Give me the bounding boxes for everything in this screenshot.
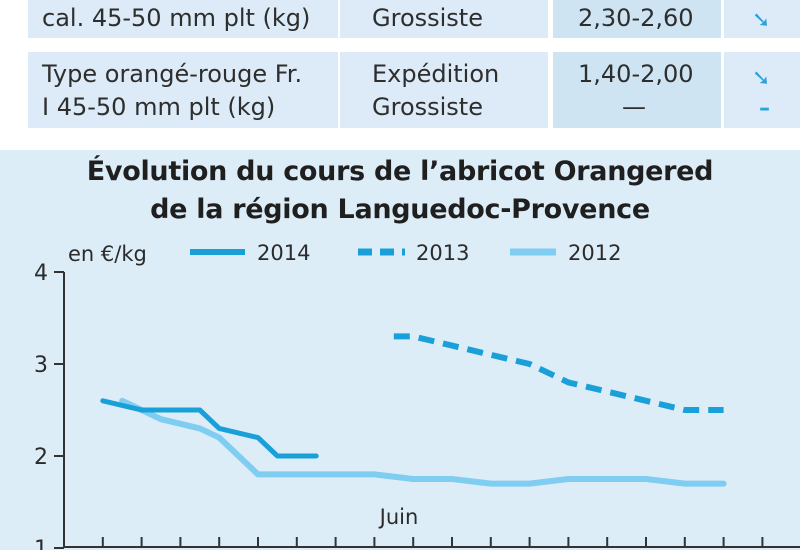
row1-label: cal. 45-50 mm plt (kg) bbox=[42, 4, 311, 32]
legend-label-2013: 2013 bbox=[416, 241, 469, 265]
row1-label-cell bbox=[28, 0, 338, 38]
row2-price-line1: 1,40-2,00 bbox=[578, 60, 694, 88]
chart-title-line1: Évolution du cours de l’abricot Orangere… bbox=[86, 156, 714, 187]
series-line-2013 bbox=[393, 333, 724, 413]
row2-label-line1: Type orangé-rouge Fr. bbox=[42, 60, 303, 88]
row1-trend-cell bbox=[724, 0, 800, 38]
row2-label-cell bbox=[28, 52, 338, 128]
dash-icon: – bbox=[759, 96, 770, 121]
series-line-2014 bbox=[100, 398, 319, 459]
row2-market-cell bbox=[340, 52, 548, 128]
row2-price-line2: — bbox=[622, 93, 646, 121]
arrow-down-right-icon: ➘ bbox=[752, 66, 771, 91]
row1-price: 2,30-2,60 bbox=[578, 4, 694, 32]
row1-market-cell bbox=[340, 0, 548, 38]
row2-label-line2: I 45-50 mm plt (kg) bbox=[42, 93, 276, 121]
row2-market-line2: Grossiste bbox=[372, 93, 483, 121]
row2-trend-cell bbox=[724, 52, 800, 128]
y-axis-unit-label: en €/kg bbox=[68, 242, 147, 266]
series-line-2012 bbox=[119, 397, 727, 487]
month-annotation-juin: Juin bbox=[378, 505, 419, 529]
legend-label-2014: 2014 bbox=[257, 241, 310, 265]
legend-label-2012: 2012 bbox=[568, 241, 621, 265]
row1-market: Grossiste bbox=[372, 4, 483, 32]
y-tick-label: 1 bbox=[34, 537, 48, 550]
row1-price-cell bbox=[553, 0, 721, 38]
y-tick-label: 2 bbox=[34, 445, 48, 470]
price-table: cal. 45-50 mm plt (kg) Grossiste 2,30-2,… bbox=[0, 0, 800, 128]
arrow-down-right-icon: ➘ bbox=[752, 8, 771, 33]
row2-price-cell bbox=[553, 52, 721, 128]
y-tick-label: 4 bbox=[34, 261, 48, 286]
y-tick-label: 3 bbox=[34, 353, 48, 378]
chart-title-line2: de la région Languedoc-Provence bbox=[150, 194, 650, 225]
row2-market-line1: Expédition bbox=[372, 60, 500, 88]
